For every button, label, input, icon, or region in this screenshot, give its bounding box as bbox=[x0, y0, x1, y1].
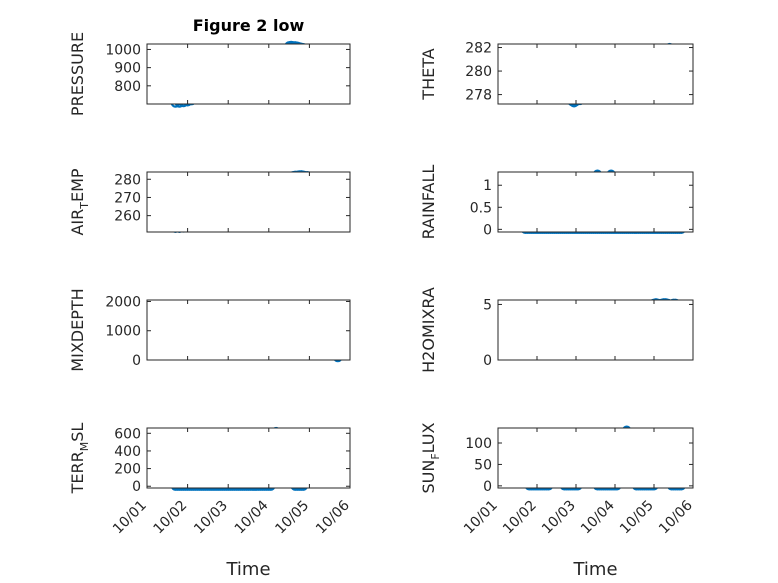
axes-frame bbox=[146, 43, 351, 105]
x-tick-label: 10/04 bbox=[578, 497, 618, 537]
axes-frame bbox=[497, 171, 694, 233]
x-axis-label: Time bbox=[572, 559, 617, 580]
x-tick-label: 10/06 bbox=[313, 497, 353, 537]
axes-frame bbox=[497, 43, 694, 105]
y-tick-label: 0 bbox=[132, 479, 141, 495]
y-tick-label: 278 bbox=[465, 88, 492, 104]
x-tick-label: 10/04 bbox=[232, 497, 272, 537]
x-tick-label: 10/03 bbox=[191, 498, 231, 538]
axes-frame bbox=[146, 427, 351, 489]
axes-frame bbox=[497, 427, 694, 489]
x-tick-label: 10/02 bbox=[500, 498, 540, 538]
x-tick-label: 10/01 bbox=[461, 498, 501, 538]
y-tick-label: 0 bbox=[483, 222, 492, 238]
x-tick-label: 10/05 bbox=[617, 498, 657, 538]
y-tick-label: 900 bbox=[114, 61, 141, 77]
y-tick-label: 0 bbox=[483, 479, 492, 495]
y-axis-label: MIXDEPTH bbox=[68, 288, 87, 371]
axes-frame bbox=[146, 171, 351, 233]
subplot-sun-flux: 0 50 100 10/01 10/02 10/03 10/04 10/05 10/06 SUNF… bbox=[419, 422, 696, 580]
subplot-mixdepth: 0 1000 2000 MIXDEPTH bbox=[68, 288, 351, 372]
y-axis-label: PRESSURE bbox=[68, 32, 87, 116]
y-tick-label: 282 bbox=[465, 41, 492, 57]
x-tick-label: 10/01 bbox=[110, 498, 150, 538]
axes-frame bbox=[146, 299, 351, 361]
subplot-air-temp: 260 270 280 AIRTEMP bbox=[68, 168, 351, 236]
y-tick-label: 200 bbox=[114, 462, 141, 478]
y-tick-label: 0 bbox=[483, 353, 492, 369]
y-tick-label: 0 bbox=[132, 353, 141, 369]
y-tick-label: 50 bbox=[474, 457, 492, 473]
figure-title: Figure 2 low bbox=[193, 16, 305, 35]
x-tick-label: 10/03 bbox=[539, 498, 579, 538]
subplot-theta: 278 280 282 THETA bbox=[419, 41, 694, 108]
y-axis-label: RAINFALL bbox=[419, 165, 438, 240]
y-tick-label: 260 bbox=[114, 209, 141, 225]
y-tick-label: 800 bbox=[114, 79, 141, 95]
x-tick-label: 10/05 bbox=[272, 498, 312, 538]
y-tick-label: 280 bbox=[114, 172, 141, 188]
y-tick-label: 100 bbox=[465, 436, 492, 452]
x-tick-label: 10/06 bbox=[656, 497, 696, 537]
y-tick-label: 5 bbox=[483, 297, 492, 313]
y-tick-label: 600 bbox=[114, 426, 141, 442]
y-axis-label: H2OMIXRA bbox=[419, 287, 438, 373]
y-axis-label: AIRTEMP bbox=[68, 168, 91, 235]
y-tick-label: 0.5 bbox=[470, 200, 492, 216]
subplot-pressure: 800 900 1000 PRESSURE Figure 2 low bbox=[68, 16, 351, 116]
x-tick-label: 10/02 bbox=[151, 498, 191, 538]
y-tick-label: 400 bbox=[114, 444, 141, 460]
y-tick-label: 1000 bbox=[105, 42, 141, 58]
subplot-rainfall: 0 0.5 1 RAINFALL bbox=[419, 165, 694, 240]
subplot-h2omixra: 0 5 H2OMIXRA bbox=[419, 287, 694, 373]
y-tick-label: 280 bbox=[465, 64, 492, 80]
y-tick-label: 1000 bbox=[105, 324, 141, 340]
y-axis-label: SUNFLUX bbox=[419, 422, 442, 493]
axes-frame bbox=[497, 299, 694, 361]
x-axis-label: Time bbox=[225, 559, 270, 580]
y-tick-label: 270 bbox=[114, 190, 141, 206]
y-axis-label: THETA bbox=[419, 48, 438, 100]
y-axis-label: TERRMSL bbox=[68, 423, 91, 495]
y-tick-label: 1 bbox=[483, 178, 492, 194]
y-tick-label: 2000 bbox=[105, 294, 141, 310]
